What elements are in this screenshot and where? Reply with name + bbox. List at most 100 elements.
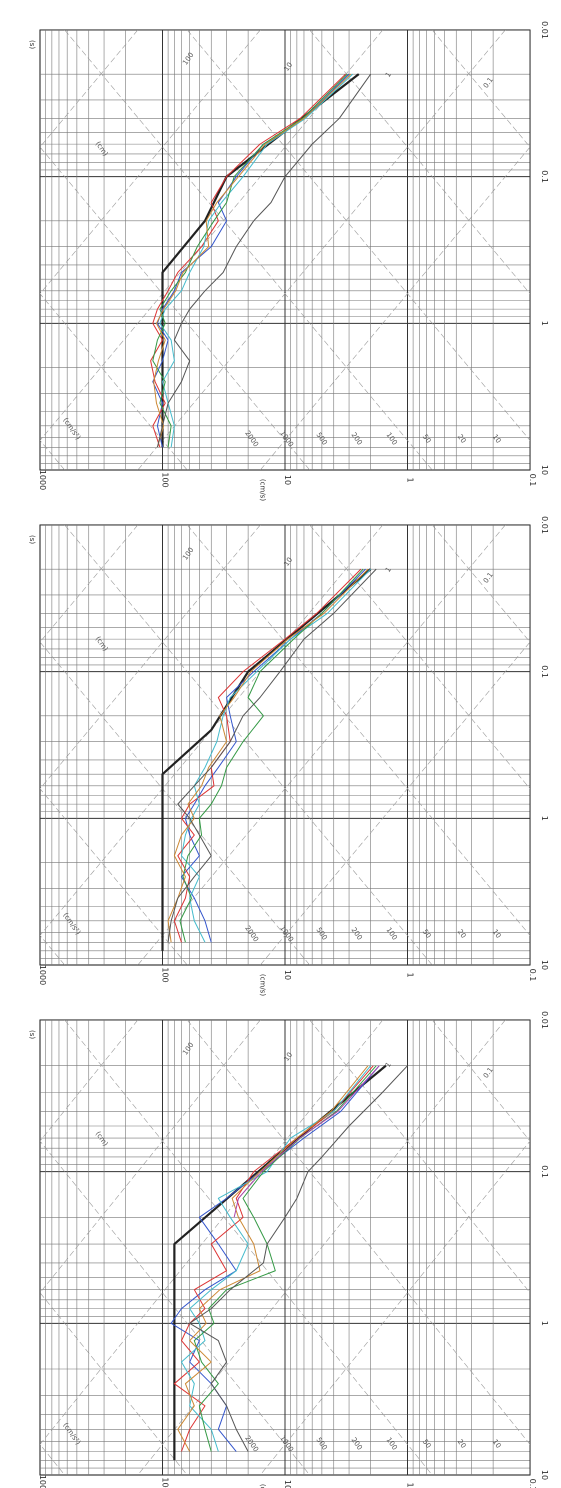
acceleration-diagonal — [40, 30, 139, 148]
y-tick-label: 1 — [406, 972, 415, 977]
acceleration-diagonal-label: 10 — [491, 1438, 503, 1450]
series-line-3 — [150, 73, 346, 448]
x-tick-label: 0.1 — [540, 665, 549, 678]
x-tick-label: 0.1 — [540, 170, 549, 183]
displacement-diagonal-label: 1 — [384, 71, 393, 79]
x-tick-label: 0.1 — [540, 1165, 549, 1178]
displacement-diagonal — [64, 1020, 433, 1475]
y-tick-label: 0.1 — [528, 969, 537, 982]
displacement-diagonal — [431, 525, 530, 643]
series-line-5 — [152, 73, 348, 448]
acceleration-diagonal — [40, 30, 261, 295]
series-line-1 — [161, 568, 372, 951]
acceleration-diagonal-label: 20 — [456, 928, 468, 940]
acceleration-diagonal-label: 20 — [456, 433, 468, 445]
grid — [40, 30, 530, 470]
acceleration-diagonal — [40, 1020, 384, 1445]
series-line-6 — [153, 73, 352, 448]
series-line-5 — [179, 568, 364, 943]
x-tick-label: 10 — [540, 960, 549, 970]
displacement-diagonal — [309, 525, 530, 790]
acceleration-diagonal-label: 50 — [421, 433, 433, 445]
series-line-5 — [193, 1065, 377, 1452]
y-tick-label: 1000 — [38, 470, 47, 490]
y-tick-label: 0.1 — [528, 1479, 537, 1488]
acceleration-diagonal — [260, 641, 530, 965]
acceleration-diagonal-label: 20 — [456, 1438, 468, 1450]
displacement-diagonal — [40, 293, 188, 470]
y-tick-label: 1000 — [38, 1475, 47, 1488]
acceleration-diagonal-label: 10 — [491, 928, 503, 940]
displacement-diagonal — [309, 30, 530, 295]
displacement-diagonal-label: 10 — [283, 556, 295, 568]
y-tick-label: 1 — [406, 477, 415, 482]
acceleration-diagonal — [40, 525, 261, 790]
acceleration-diagonal — [137, 525, 506, 965]
displacement-diagonal-label: 10 — [283, 61, 295, 73]
series-line-6 — [167, 568, 369, 943]
series-line-7 — [189, 1065, 408, 1452]
series-line-3 — [173, 1065, 374, 1452]
displacement-diagonal — [64, 525, 433, 965]
y-tick-label: 100 — [161, 967, 170, 982]
y-tick-label: 0.1 — [528, 474, 537, 487]
displacement-diagonal-label: 10 — [283, 1051, 295, 1063]
displacement-diagonal — [40, 788, 188, 965]
x-axis-unit: (s) — [28, 40, 36, 49]
acceleration-diagonal-label: 50 — [421, 928, 433, 940]
displacement-diagonal — [40, 1292, 188, 1475]
displacement-diagonal — [40, 641, 310, 965]
acceleration-diagonal — [137, 1020, 506, 1475]
displacement-diagonal — [186, 30, 530, 441]
y-tick-label: 10 — [283, 970, 292, 980]
y-tick-label: 1 — [406, 1482, 415, 1487]
x-tick-label: 10 — [540, 1470, 549, 1480]
x-tick-label: 0.01 — [540, 1011, 549, 1029]
acceleration-diagonal — [137, 30, 506, 470]
y-axis-label: (cm/s) — [259, 479, 267, 501]
displacement-diagonal-label: 1 — [384, 566, 393, 574]
x-tick-label: 10 — [540, 465, 549, 475]
series-line-2 — [152, 73, 350, 448]
x-axis-unit: (s) — [28, 1030, 36, 1039]
grid — [40, 525, 530, 965]
acceleration-diagonal — [40, 525, 384, 936]
displacement-diagonal — [186, 1020, 530, 1445]
x-tick-label: 0.01 — [540, 516, 549, 534]
series-group — [150, 73, 372, 448]
x-tick-label: 1 — [540, 321, 549, 326]
acceleration-diagonal — [40, 525, 139, 643]
displacement-diagonal-label: 1 — [384, 1061, 393, 1069]
y-tick-label: 10 — [283, 1480, 292, 1488]
displacement-diagonal — [64, 30, 433, 470]
acceleration-diagonal — [40, 1020, 261, 1294]
x-tick-label: 1 — [540, 1321, 549, 1326]
x-axis-unit: (s) — [28, 535, 36, 544]
displacement-diagonal — [309, 1020, 530, 1294]
y-axis-label: (cm/s) — [259, 1484, 267, 1488]
series-line-8 — [233, 1065, 380, 1218]
acceleration-diagonal-label: 50 — [421, 1438, 433, 1450]
y-tick-label: 10 — [283, 475, 292, 485]
y-tick-label: 1000 — [38, 965, 47, 985]
y-tick-label: 100 — [161, 472, 170, 487]
series-line-7 — [167, 568, 377, 943]
x-tick-label: 1 — [540, 816, 549, 821]
acceleration-diagonal — [260, 146, 530, 470]
displacement-diagonal — [431, 30, 530, 148]
series-line-6 — [177, 1065, 369, 1452]
displacement-diagonal — [40, 146, 310, 470]
acceleration-diagonal-label: 10 — [491, 433, 503, 445]
y-tick-label: 100 — [161, 1477, 170, 1488]
displacement-diagonal — [40, 1140, 310, 1475]
displacement-diagonal — [186, 525, 530, 936]
x-tick-label: 0.01 — [540, 21, 549, 39]
chart-1: 0.010.11100.11101001000(cm/s)(s)(cm/s²)(… — [28, 1011, 549, 1488]
series-line-4 — [159, 73, 354, 448]
y-axis-label: (cm/s) — [259, 974, 267, 996]
series-line-7 — [156, 73, 372, 448]
series-group — [161, 568, 377, 951]
